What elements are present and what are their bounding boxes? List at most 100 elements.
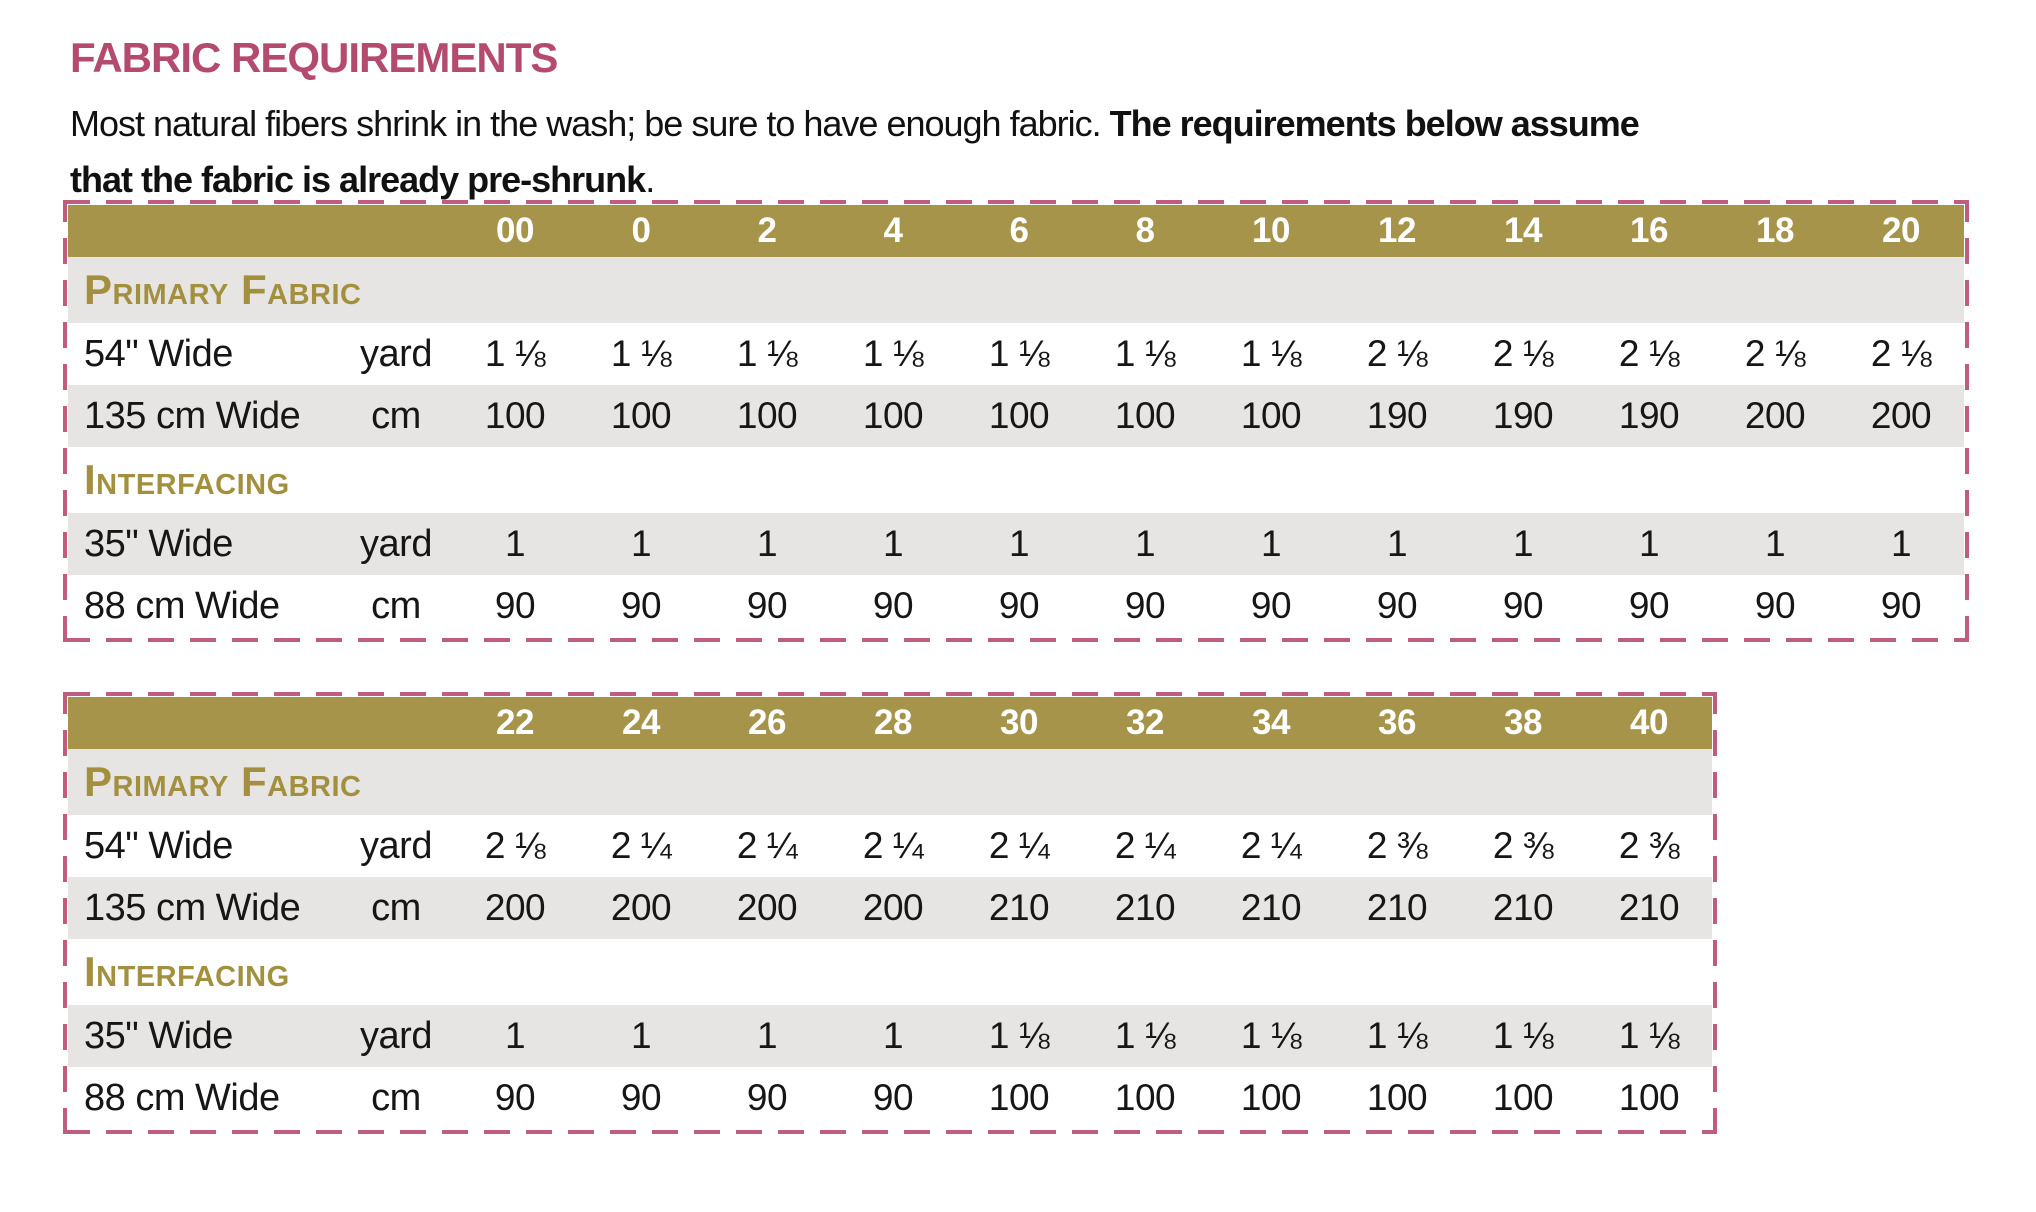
value-cell: 2 ⅜ [1492,825,1554,866]
value-cell: 200 [1870,395,1932,436]
value-cell: 2 ⅜ [1366,825,1428,866]
size-column-header: 14 [1504,211,1542,250]
value-cell: 200 [610,887,672,928]
dashed-border-top [64,692,1716,696]
dashed-border-right [1965,200,1969,642]
value-cell: 100 [736,395,798,436]
value-cell: 100 [1240,395,1302,436]
value-cell: 100 [1366,1077,1428,1118]
intro-line-1: Most natural fibers shrink in the wash; … [70,96,1640,152]
dashed-border-bottom [64,1130,1716,1134]
size-column-header: 36 [1378,703,1416,742]
row-label: 35" Wide [84,1014,233,1057]
size-column-header: 22 [496,703,534,742]
table-row: 54" Wide yard 2 ⅛ 2 ¼ 2 ¼ 2 ¼ 2 ¼ 2 ¼ 2 ¼ 2 ⅜ 2 ⅜ 2… [68,815,1712,877]
intro-line1-bold: The requirements below assume [1109,103,1640,144]
value-cell: 1 ⅛ [988,333,1050,374]
intro-line2-bold: that the fabric is already pre-shrunk [70,159,646,200]
row-unit: cm [371,1076,421,1119]
value-cell: 100 [1114,395,1176,436]
value-cell: 1 ⅛ [1366,1015,1428,1056]
size-column-header: 00 [496,211,534,250]
table-row: 54" Wide yard 1 ⅛ 1 ⅛ 1 ⅛ 1 ⅛ 1 ⅛ 1 ⅛ 1 ⅛ 2 ⅛ 2 ⅛ 2… [68,323,1964,385]
size-column-header: 40 [1630,703,1668,742]
value-cell: 100 [988,395,1050,436]
intro-line-2: that the fabric is already pre-shrunk. [70,152,1639,208]
page-title: FABRIC REQUIREMENTS [70,34,558,81]
value-cell: 90 [494,1077,536,1118]
row-unit: yard [360,1014,432,1057]
dashed-border-bottom [64,638,1968,642]
row-unit: cm [371,886,421,929]
value-cell: 2 ⅛ [1870,333,1932,374]
row-unit: cm [371,394,421,437]
value-cell: 1 ⅛ [1618,1015,1680,1056]
size-column-header: 12 [1378,211,1416,250]
value-cell: 210 [1492,887,1554,928]
value-cell: 1 [1764,523,1786,564]
size-header-row: 00 0 2 4 6 8 10 12 14 16 18 20 [68,205,1964,257]
value-cell: 100 [1492,1077,1554,1118]
row-label: 135 cm Wide [84,886,301,929]
value-cell: 1 [1890,523,1912,564]
size-column-header: 10 [1252,211,1290,250]
value-cell: 1 [1260,523,1282,564]
value-cell: 210 [1240,887,1302,928]
value-cell: 100 [862,395,924,436]
value-cell: 90 [998,585,1040,626]
table-row: 135 cm Wide cm 100 100 100 100 100 100 100 190 190… [68,385,1964,447]
value-cell: 1 [504,523,526,564]
value-cell: 90 [1376,585,1418,626]
value-cell: 2 ⅛ [1618,333,1680,374]
value-cell: 210 [1366,887,1428,928]
value-cell: 90 [1250,585,1292,626]
value-cell: 2 ¼ [610,825,672,866]
size-column-header: 18 [1756,211,1794,250]
value-cell: 2 ¼ [736,825,798,866]
value-cell: 1 [1512,523,1534,564]
row-unit: yard [360,824,432,867]
value-cell: 1 ⅛ [1240,333,1302,374]
value-cell: 1 [1386,523,1408,564]
value-cell: 1 [1008,523,1030,564]
dashed-border-right [1713,692,1717,1134]
size-column-header: 32 [1126,703,1164,742]
row-label: 54" Wide [84,332,233,375]
value-cell: 1 [1134,523,1156,564]
value-cell: 1 ⅛ [736,333,798,374]
value-cell: 1 [882,523,904,564]
value-cell: 1 ⅛ [1114,333,1176,374]
value-cell: 100 [484,395,546,436]
value-cell: 190 [1366,395,1428,436]
value-cell: 2 ⅜ [1618,825,1680,866]
size-column-header: 8 [1135,211,1155,250]
value-cell: 90 [494,585,536,626]
value-cell: 1 ⅛ [1492,1015,1554,1056]
value-cell: 90 [620,585,662,626]
value-cell: 210 [1114,887,1176,928]
value-cell: 200 [736,887,798,928]
value-cell: 90 [1754,585,1796,626]
value-cell: 90 [1880,585,1922,626]
value-cell: 90 [746,585,788,626]
row-label: 35" Wide [84,522,233,565]
value-cell: 210 [988,887,1050,928]
value-cell: 1 [756,1015,778,1056]
size-column-header: 16 [1630,211,1668,250]
size-column-header: 2 [757,211,777,250]
value-cell: 1 [756,523,778,564]
table-row: 88 cm Wide cm 90 90 90 90 100 100 100 100 100 100 [68,1067,1712,1129]
dashed-border-left [63,692,67,1134]
size-column-header: 0 [631,211,651,250]
value-cell: 200 [1744,395,1806,436]
value-cell: 210 [1618,887,1680,928]
value-cell: 1 [1638,523,1660,564]
section-label: Interfacing [84,456,290,503]
section-label: Primary Fabric [84,758,362,805]
table-row: 88 cm Wide cm 90 90 90 90 90 90 90 90 90 90 90 90 [68,575,1964,637]
value-cell: 100 [1618,1077,1680,1118]
value-cell: 90 [1628,585,1670,626]
value-cell: 90 [872,585,914,626]
value-cell: 2 ⅛ [484,825,546,866]
value-cell: 2 ¼ [862,825,924,866]
